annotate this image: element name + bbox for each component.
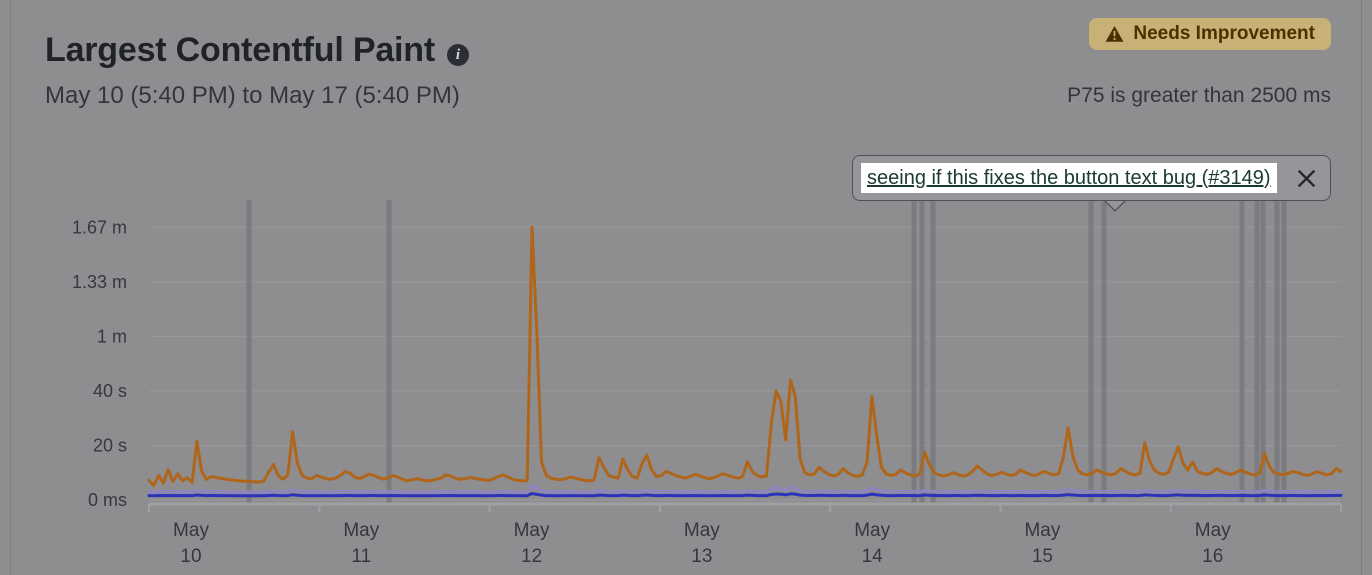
threshold-note: P75 is greater than 2500 ms — [1067, 84, 1331, 107]
chart-area[interactable]: 0 ms 20 s 40 s 1 m 1.33 m 1.67 m May 10 May 11 Ma… — [11, 130, 1363, 575]
y-tick-label: 20 s — [93, 435, 127, 455]
x-tick-label-day: 11 — [351, 546, 371, 567]
chart-gridlines — [149, 226, 1341, 501]
x-tick-label-day: 13 — [691, 546, 712, 567]
popover-arrow — [1103, 199, 1127, 212]
y-axis-tick-labels: 0 ms 20 s 40 s 1 m 1.33 m 1.67 m — [72, 217, 127, 510]
release-link[interactable]: seeing if this fixes the button text bug… — [867, 166, 1271, 189]
y-tick-label: 1 m — [97, 326, 127, 346]
status-badge: Needs Improvement — [1089, 18, 1331, 50]
info-icon[interactable]: i — [447, 44, 469, 66]
y-tick-label: 1.33 m — [72, 272, 127, 292]
x-tick-label-month: May — [854, 520, 890, 541]
date-range-label: May 10 (5:40 PM) to May 17 (5:40 PM) — [45, 82, 460, 109]
x-tick-label-day: 14 — [862, 546, 884, 567]
x-axis-tick-labels: May10May11May12May13May14May15May16May17 — [173, 520, 1231, 567]
series-line-p50 — [147, 484, 1343, 494]
y-tick-label: 0 ms — [88, 490, 127, 510]
y-tick-label: 40 s — [93, 381, 127, 401]
x-tick-label-month: May — [684, 520, 720, 541]
close-icon — [1297, 169, 1315, 187]
x-tick-label-day: 12 — [521, 546, 542, 567]
x-tick-label-day: 10 — [180, 546, 201, 567]
card-header: Largest Contentful Paint i Needs Improve… — [45, 18, 1331, 70]
warning-triangle-icon — [1105, 26, 1124, 42]
release-annotation-popover[interactable]: seeing if this fixes the button text bug… — [852, 155, 1331, 201]
web-vitals-card: Largest Contentful Paint i Needs Improve… — [10, 0, 1362, 575]
x-tick-label-day: 15 — [1032, 546, 1053, 567]
x-tick-label-month: May — [514, 520, 550, 541]
y-tick-label: 1.67 m — [72, 217, 127, 237]
x-tick-label-month: May — [1195, 520, 1231, 541]
popover-close-button[interactable] — [1288, 161, 1324, 195]
chart-series-layer — [147, 225, 1343, 498]
series-line-p75 — [147, 225, 1343, 488]
release-marker-lines[interactable] — [246, 200, 1287, 504]
x-tick-label-month: May — [1024, 520, 1060, 541]
status-badge-label: Needs Improvement — [1133, 23, 1315, 44]
card-subheader: May 10 (5:40 PM) to May 17 (5:40 PM) P75… — [45, 82, 1331, 112]
x-tick-label-day: 16 — [1202, 546, 1223, 567]
chart-axis-layer — [148, 502, 1342, 512]
release-link-highlight: seeing if this fixes the button text bug… — [861, 163, 1277, 193]
page-title: Largest Contentful Paint — [45, 31, 435, 69]
series-line-p25 — [147, 492, 1343, 498]
lcp-line-chart[interactable]: 0 ms 20 s 40 s 1 m 1.33 m 1.67 m May 10 May 11 Ma… — [11, 130, 1363, 575]
x-tick-label-month: May — [343, 520, 379, 541]
x-tick-label-month: May — [173, 520, 209, 541]
